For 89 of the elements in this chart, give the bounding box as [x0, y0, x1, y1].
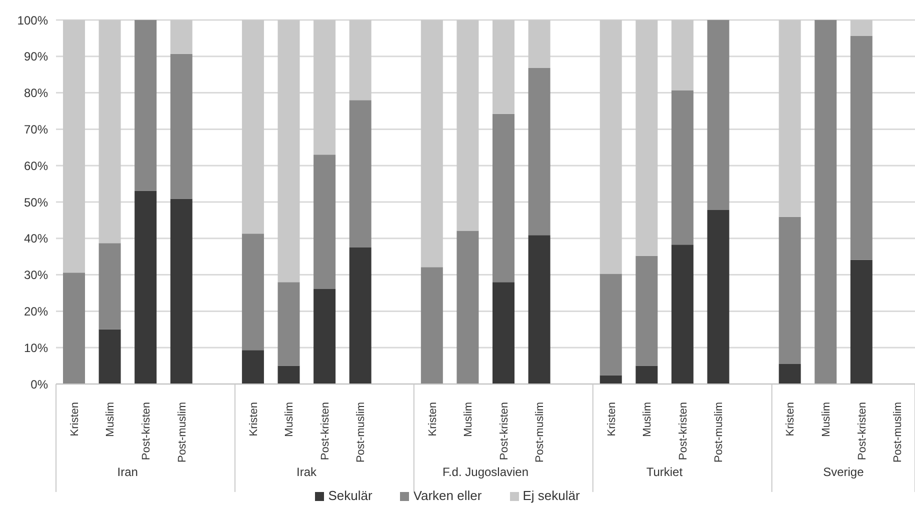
- x-tick-label: Kristen: [784, 402, 797, 436]
- y-tick-label: 90%: [24, 50, 48, 64]
- bar: [98, 329, 121, 384]
- bar: [492, 20, 514, 114]
- bar: [456, 230, 479, 384]
- bar: [134, 20, 157, 191]
- bar: [671, 244, 694, 384]
- bar: [492, 282, 514, 384]
- bar: [134, 190, 157, 384]
- bar: [314, 20, 336, 155]
- bar: [170, 54, 192, 199]
- x-tick-label: Kristen: [606, 402, 618, 436]
- bar: [98, 20, 121, 244]
- bar: [850, 260, 872, 384]
- bar: [349, 248, 372, 384]
- text: Irak: [296, 465, 318, 479]
- legend-label: Ej sekulär: [522, 488, 580, 503]
- bar: [600, 20, 622, 274]
- x-tick-label: Post-kristen: [498, 402, 510, 460]
- bar: [349, 20, 372, 100]
- bar: [636, 256, 658, 366]
- bar: [671, 20, 694, 90]
- x-tick-label: Post-kristen: [856, 402, 868, 460]
- bar: [63, 20, 85, 273]
- y-tick-label: 40%: [24, 232, 48, 246]
- y-tick-label: 10%: [24, 340, 48, 355]
- bar: [778, 20, 801, 217]
- bar: [778, 216, 801, 364]
- bar: [528, 235, 550, 384]
- y-tick-label: 20%: [24, 304, 48, 318]
- bar: [600, 375, 622, 384]
- bar: [314, 154, 336, 289]
- bar: [492, 114, 514, 282]
- text: Iran: [117, 465, 138, 479]
- bar: [278, 366, 300, 384]
- text: Sverige: [823, 465, 864, 479]
- bar: [528, 20, 550, 68]
- bar: [528, 68, 550, 236]
- bar: [600, 274, 622, 376]
- x-tick-label: Kristen: [248, 402, 260, 436]
- x-tick-label: Muslim: [462, 402, 475, 437]
- bar: [636, 20, 658, 256]
- bar: [278, 20, 300, 282]
- text: Turkiet: [646, 465, 684, 479]
- x-tick-label: Muslim: [642, 402, 654, 437]
- x-tick-label: Muslim: [820, 402, 833, 437]
- bar: [98, 243, 121, 330]
- y-tick-label: 0%: [30, 377, 48, 392]
- bar: [671, 90, 694, 245]
- x-tick-label: Post-muslim: [534, 402, 546, 463]
- x-tick-label: Post-muslim: [892, 402, 904, 463]
- x-tick-label: Post-muslim: [176, 402, 188, 463]
- bar: [63, 272, 85, 384]
- legend-label: Sekulär: [328, 488, 372, 503]
- text: F.d. Jugoslavien: [442, 465, 529, 479]
- bar: [349, 100, 372, 248]
- bar: [456, 20, 479, 231]
- y-tick-label: 100%: [17, 13, 48, 28]
- bar: [278, 282, 300, 366]
- bar: [778, 364, 801, 384]
- bar: [242, 234, 264, 350]
- bar: [636, 366, 658, 384]
- bar: [850, 36, 872, 260]
- bar: [850, 20, 872, 36]
- legend-label: Varken eller: [413, 488, 482, 503]
- bar: [707, 210, 730, 384]
- bar: [170, 20, 192, 54]
- y-tick-label: 50%: [24, 195, 48, 210]
- x-tick-label: Post-kristen: [319, 402, 332, 460]
- bar: [242, 20, 264, 234]
- y-tick-label: 60%: [24, 158, 48, 173]
- bar: [420, 267, 443, 384]
- x-tick-label: Muslim: [284, 402, 296, 437]
- bar: [707, 20, 730, 210]
- bar: [420, 20, 443, 268]
- x-tick-label: Post-muslim: [355, 402, 368, 463]
- y-tick-label: 70%: [24, 122, 48, 136]
- x-tick-label: Muslim: [104, 402, 117, 437]
- y-tick-label: 30%: [24, 268, 48, 282]
- x-tick-label: Kristen: [426, 402, 439, 436]
- x-tick-label: Post-kristen: [140, 402, 152, 460]
- y-tick-label: 80%: [24, 86, 48, 100]
- bar: [814, 20, 837, 384]
- x-tick-label: Post-kristen: [677, 402, 690, 460]
- x-tick-label: Kristen: [68, 402, 81, 436]
- bar: [242, 350, 264, 384]
- x-tick-label: Post-muslim: [713, 402, 726, 463]
- bar: [170, 198, 192, 384]
- bar: [314, 288, 336, 384]
